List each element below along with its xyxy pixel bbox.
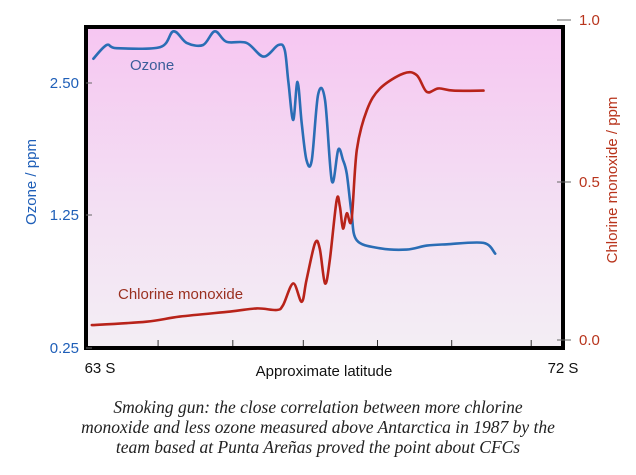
chart: 0.25 1.25 2.50 0.0 0.5 1.0 63 S 72 S Approxi… [23, 12, 621, 380]
plot-frame [84, 25, 565, 350]
caption-line: monoxide and less ozone measured above A… [81, 417, 555, 437]
series-line-chlorine-monoxide [90, 70, 485, 327]
y-tick-label-right: 0.5 [579, 174, 600, 191]
series-line-ozone [92, 30, 497, 255]
y-tick-label-left: 0.25 [50, 340, 79, 357]
y-axis-label-left: Ozone / ppm [23, 139, 40, 225]
caption-line: Smoking gun: the close correlation betwe… [113, 397, 523, 417]
caption-line: team based at Punta Areñas proved the po… [115, 437, 521, 457]
y-tick-label-left: 2.50 [50, 75, 79, 92]
x-axis-label: Approximate latitude [256, 363, 393, 380]
series-label-chlorine-monoxide: Chlorine monoxide [118, 286, 243, 303]
x-tick-label: 63 S [85, 360, 116, 377]
plot-area [86, 27, 563, 348]
y-tick-label-right: 1.0 [579, 12, 600, 29]
x-tick-label: 72 S [548, 360, 579, 377]
figure-caption: Smoking gun: the close correlation betwe… [0, 397, 636, 457]
y-axis-label-right: Chlorine monoxide / ppm [604, 97, 621, 264]
y-tick-label-right: 0.0 [579, 332, 600, 349]
y-tick-label-left: 1.25 [50, 207, 79, 224]
series-label-ozone: Ozone [130, 57, 174, 74]
